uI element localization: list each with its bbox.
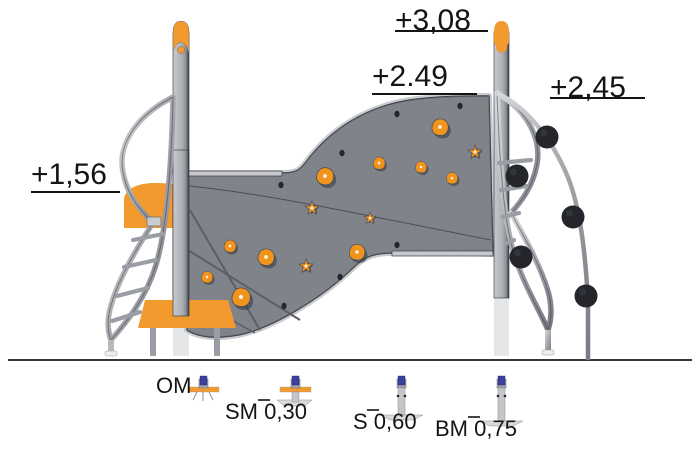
svg-text:+1,56: +1,56 xyxy=(31,158,107,191)
svg-text:+3,08: +3,08 xyxy=(395,4,471,37)
svg-text:BM 0,75: BM 0,75 xyxy=(435,416,517,441)
svg-text:+2.49: +2.49 xyxy=(372,60,448,93)
svg-text:OM: OM xyxy=(156,373,191,398)
svg-text:S 0,60: S 0,60 xyxy=(353,409,417,434)
svg-text:SM 0,30: SM 0,30 xyxy=(225,399,307,424)
svg-text:+2,45: +2,45 xyxy=(550,71,626,104)
